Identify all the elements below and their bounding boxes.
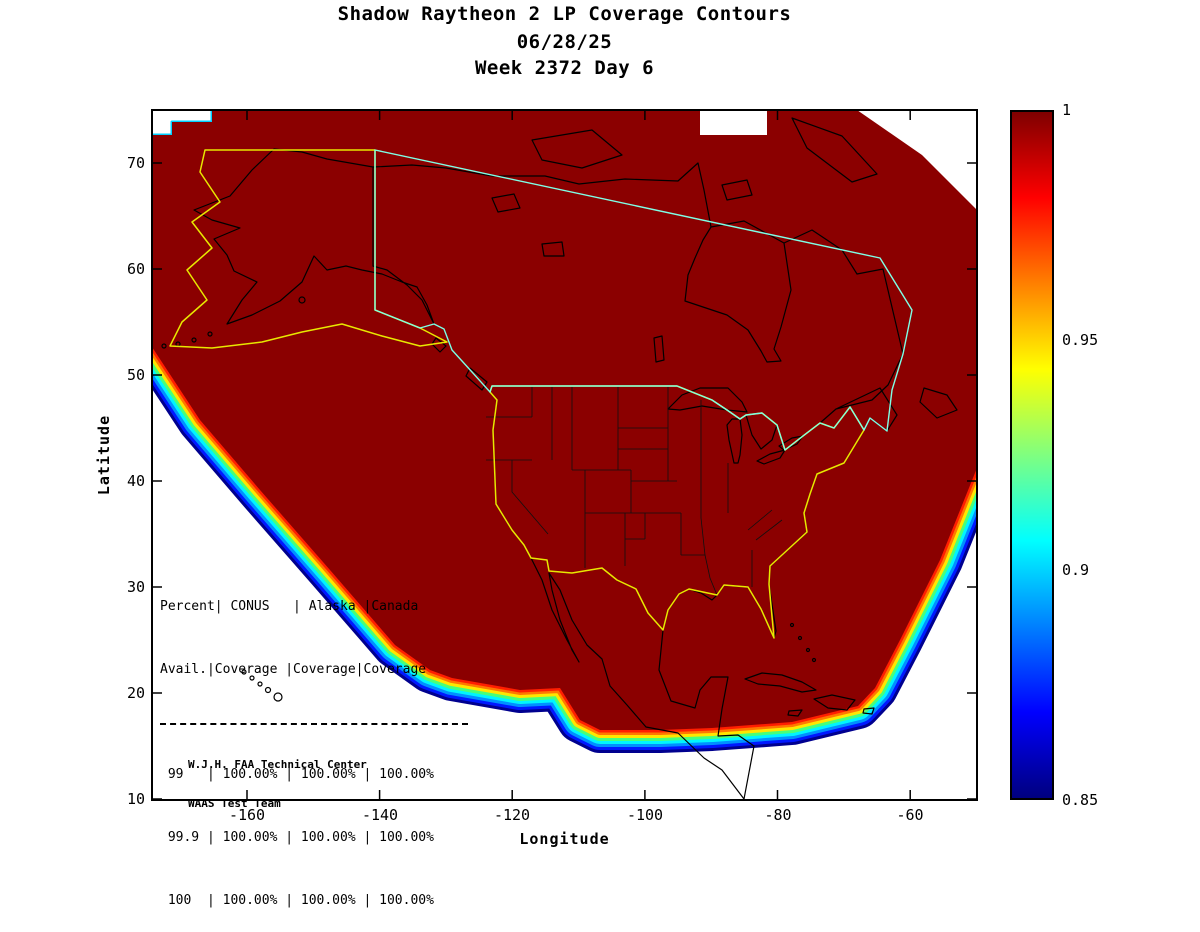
figure-canvas: { "title": { "line1": "Shadow Raytheon 2… xyxy=(95,3,1099,908)
y-tick-label-30: 30 xyxy=(126,578,145,596)
y-tick-label-50: 50 xyxy=(126,366,145,384)
hawaii-island-3 xyxy=(257,681,263,687)
bahamas-island-4 xyxy=(811,657,817,663)
northern-lakes-outline xyxy=(491,193,665,363)
coastlines xyxy=(161,117,958,800)
coverage-region xyxy=(152,110,977,730)
aleutian-island-2 xyxy=(191,337,197,343)
colorbar-label-0.85: 0.85 xyxy=(1062,791,1099,809)
hawaii-island-2 xyxy=(249,675,255,681)
y-axis-label: Latitude xyxy=(95,414,113,496)
canada-region-outline xyxy=(374,149,913,451)
coverage-table-separator xyxy=(160,723,468,725)
attribution-line1: W.J.H. FAA Technical Center xyxy=(188,758,367,771)
coverage-map-svg xyxy=(152,110,977,800)
y-tick-label-40: 40 xyxy=(126,472,145,490)
x-tick-label--100: -100 xyxy=(626,806,664,824)
hawaii-island-5 xyxy=(273,692,283,702)
x-tick-label--160: -160 xyxy=(228,806,266,824)
y-tick-label-10: 10 xyxy=(126,790,145,808)
aleutian-island-4 xyxy=(161,343,167,349)
hawaii-island-4 xyxy=(264,686,272,694)
arctic-coastline xyxy=(372,162,712,228)
attribution-line2: WAAS Test Team xyxy=(188,797,281,810)
coverage-table-header2: Avail.|Coverage |Coverage|Coverage xyxy=(160,662,427,677)
plot-title-line1: Shadow Raytheon 2 LP Coverage Contours xyxy=(337,3,792,25)
hawaii-island-1 xyxy=(241,669,247,675)
bahamas-island-1 xyxy=(789,622,795,628)
hudson-bay-outline xyxy=(684,220,792,363)
coverage-table-row-100: 100 | 100.00% | 100.00% | 100.00% xyxy=(160,893,434,908)
plot-title-line2: 06/28/25 xyxy=(516,31,613,53)
x-axis-label: Longitude xyxy=(519,830,610,848)
plot-title-line3: Week 2372 Day 6 xyxy=(474,57,655,79)
coverage-table-header1: Percent| CONUS | Alaska |Canada xyxy=(160,599,419,614)
colorbar-label-0.95: 0.95 xyxy=(1062,331,1099,349)
colorbar-label-1: 1 xyxy=(1062,101,1072,119)
x-tick-label--140: -140 xyxy=(361,806,399,824)
x-tick-label--80: -80 xyxy=(764,806,792,824)
aleutian-island-1 xyxy=(207,331,213,337)
y-tick-label-60: 60 xyxy=(126,260,145,278)
alaska-coastline xyxy=(193,148,445,330)
bahamas-island-2 xyxy=(797,635,803,641)
colorbar xyxy=(1010,110,1054,800)
caribbean-islands-outline xyxy=(744,672,875,717)
arctic-islands-outline xyxy=(531,117,878,201)
x-tick-label--120: -120 xyxy=(493,806,531,824)
y-tick-label-70: 70 xyxy=(126,154,145,172)
alaska-region-outline xyxy=(169,149,448,349)
coverage-table-row-99: 99 | 100.00% | 100.00% | 100.00% xyxy=(160,767,434,782)
kodiak-island xyxy=(298,296,306,304)
state-borders xyxy=(486,386,783,631)
coverage-table-row-99.9: 99.9 | 100.00% | 100.00% | 100.00% xyxy=(160,830,434,845)
x-tick-label--60: -60 xyxy=(896,806,924,824)
newfoundland-outline xyxy=(919,387,958,419)
y-tick-label-20: 20 xyxy=(126,684,145,702)
colorbar-label-0.9: 0.9 xyxy=(1062,561,1090,579)
axis-tick-marks xyxy=(152,110,977,800)
coverage-table: Percent| CONUS | Alaska |Canada Avail.|C… xyxy=(160,554,468,932)
bahamas-island-3 xyxy=(805,647,811,653)
attribution: W.J.H. FAA Technical Center WAAS Test Te… xyxy=(188,732,367,823)
